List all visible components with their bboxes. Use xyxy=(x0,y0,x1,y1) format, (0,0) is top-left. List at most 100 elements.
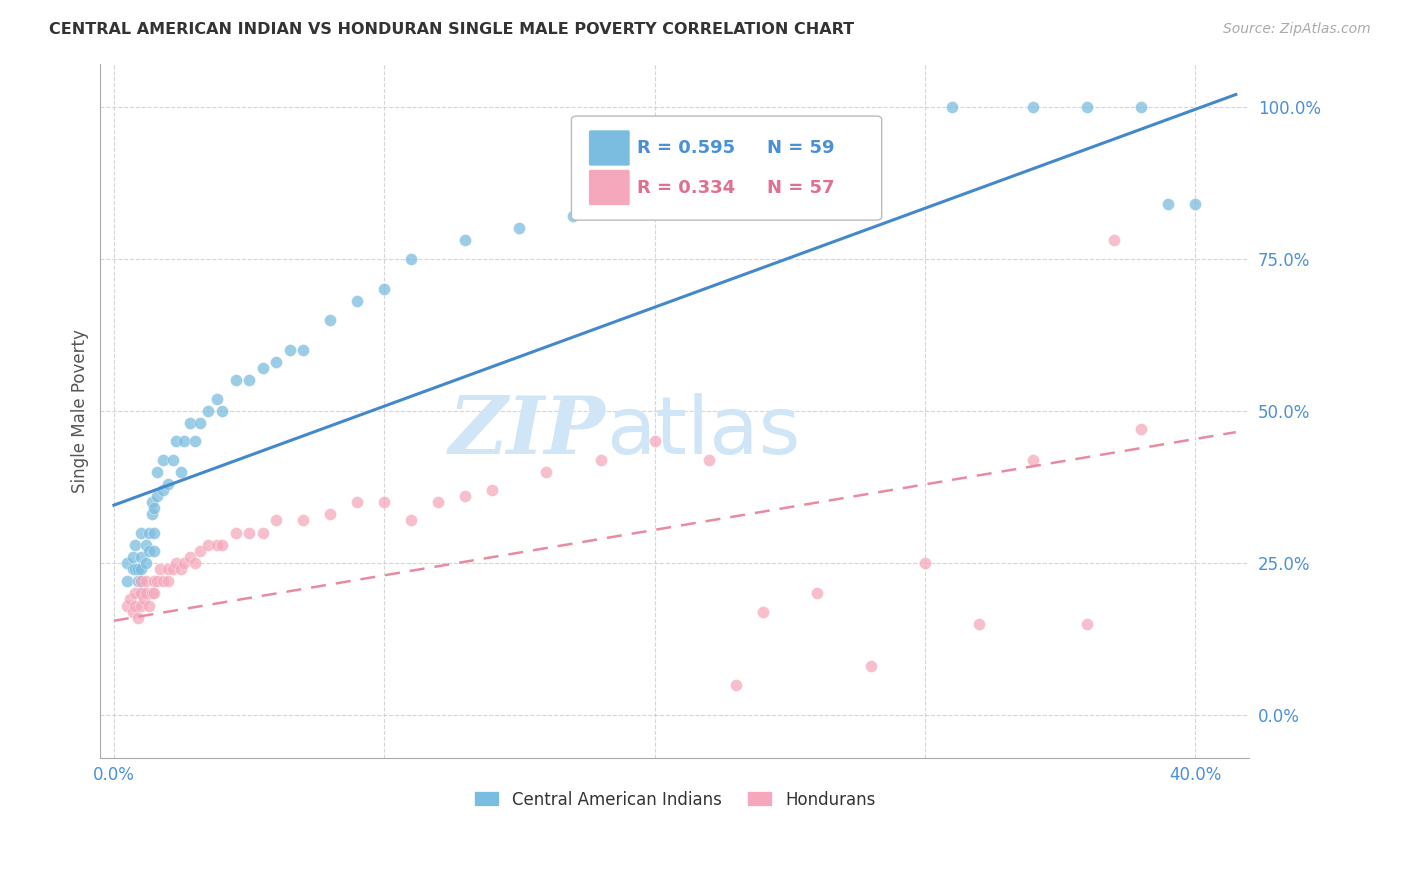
Point xyxy=(132,592,155,607)
Point xyxy=(346,294,368,309)
Point xyxy=(165,556,187,570)
Point xyxy=(135,538,157,552)
Point xyxy=(156,574,179,589)
Point xyxy=(197,404,219,418)
Point xyxy=(401,513,423,527)
Text: N = 59: N = 59 xyxy=(766,139,834,157)
Point xyxy=(143,574,166,589)
Y-axis label: Single Male Poverty: Single Male Poverty xyxy=(72,329,89,492)
Point xyxy=(211,404,233,418)
Point xyxy=(173,434,195,449)
Point xyxy=(278,343,301,357)
Point xyxy=(292,343,315,357)
Point xyxy=(1022,452,1045,467)
Point xyxy=(724,191,747,205)
Point xyxy=(165,434,187,449)
Point xyxy=(120,592,142,607)
Point xyxy=(135,586,157,600)
Point xyxy=(859,659,882,673)
Point xyxy=(197,538,219,552)
Text: N = 57: N = 57 xyxy=(766,178,834,196)
Point xyxy=(129,574,152,589)
Point xyxy=(1022,100,1045,114)
Point xyxy=(117,599,139,613)
Point xyxy=(129,586,152,600)
Point xyxy=(1102,234,1125,248)
Point xyxy=(170,465,193,479)
Point xyxy=(146,574,169,589)
Point xyxy=(138,543,160,558)
Point xyxy=(319,508,342,522)
Point xyxy=(697,452,720,467)
Point xyxy=(373,282,395,296)
Point xyxy=(173,556,195,570)
Point xyxy=(146,489,169,503)
Point xyxy=(1130,100,1153,114)
Point xyxy=(127,611,149,625)
Point xyxy=(135,556,157,570)
Point xyxy=(401,252,423,266)
Point xyxy=(751,605,773,619)
Text: R = 0.334: R = 0.334 xyxy=(637,178,735,196)
Point xyxy=(481,483,503,497)
Point xyxy=(536,465,558,479)
Point xyxy=(264,513,287,527)
Point xyxy=(346,495,368,509)
Text: Source: ZipAtlas.com: Source: ZipAtlas.com xyxy=(1223,22,1371,37)
Point xyxy=(143,586,166,600)
Point xyxy=(806,586,828,600)
Point xyxy=(127,574,149,589)
Point xyxy=(252,525,274,540)
Point xyxy=(225,373,247,387)
Point xyxy=(589,452,612,467)
Point xyxy=(184,556,207,570)
Point xyxy=(124,586,146,600)
Point xyxy=(427,495,450,509)
Point xyxy=(179,549,201,564)
Point xyxy=(141,495,163,509)
Point xyxy=(141,586,163,600)
Point xyxy=(124,562,146,576)
Point xyxy=(319,312,342,326)
Point xyxy=(1130,422,1153,436)
Point xyxy=(238,373,260,387)
FancyBboxPatch shape xyxy=(571,116,882,220)
Point xyxy=(806,178,828,193)
Point xyxy=(205,392,228,406)
Point xyxy=(146,465,169,479)
Point xyxy=(138,525,160,540)
Point xyxy=(152,452,174,467)
Point xyxy=(152,574,174,589)
Point xyxy=(225,525,247,540)
Point xyxy=(127,562,149,576)
Point xyxy=(143,543,166,558)
Point xyxy=(211,538,233,552)
Point xyxy=(135,574,157,589)
Point xyxy=(117,556,139,570)
Point xyxy=(190,416,212,430)
Point xyxy=(124,599,146,613)
Point xyxy=(129,525,152,540)
Legend: Central American Indians, Hondurans: Central American Indians, Hondurans xyxy=(467,784,883,815)
Point xyxy=(162,452,184,467)
Text: ZIP: ZIP xyxy=(449,392,606,470)
Point xyxy=(138,599,160,613)
Text: R = 0.595: R = 0.595 xyxy=(637,139,735,157)
Point xyxy=(121,605,143,619)
Point xyxy=(170,562,193,576)
Point xyxy=(562,209,585,223)
Point xyxy=(143,501,166,516)
Point xyxy=(141,508,163,522)
Point xyxy=(149,562,172,576)
Point xyxy=(1076,616,1098,631)
Point xyxy=(914,556,936,570)
Point xyxy=(121,549,143,564)
Text: CENTRAL AMERICAN INDIAN VS HONDURAN SINGLE MALE POVERTY CORRELATION CHART: CENTRAL AMERICAN INDIAN VS HONDURAN SING… xyxy=(49,22,855,37)
Point xyxy=(644,203,666,218)
Point xyxy=(179,416,201,430)
Point xyxy=(941,100,963,114)
Point xyxy=(129,549,152,564)
Point xyxy=(129,574,152,589)
Point xyxy=(184,434,207,449)
Point xyxy=(156,562,179,576)
